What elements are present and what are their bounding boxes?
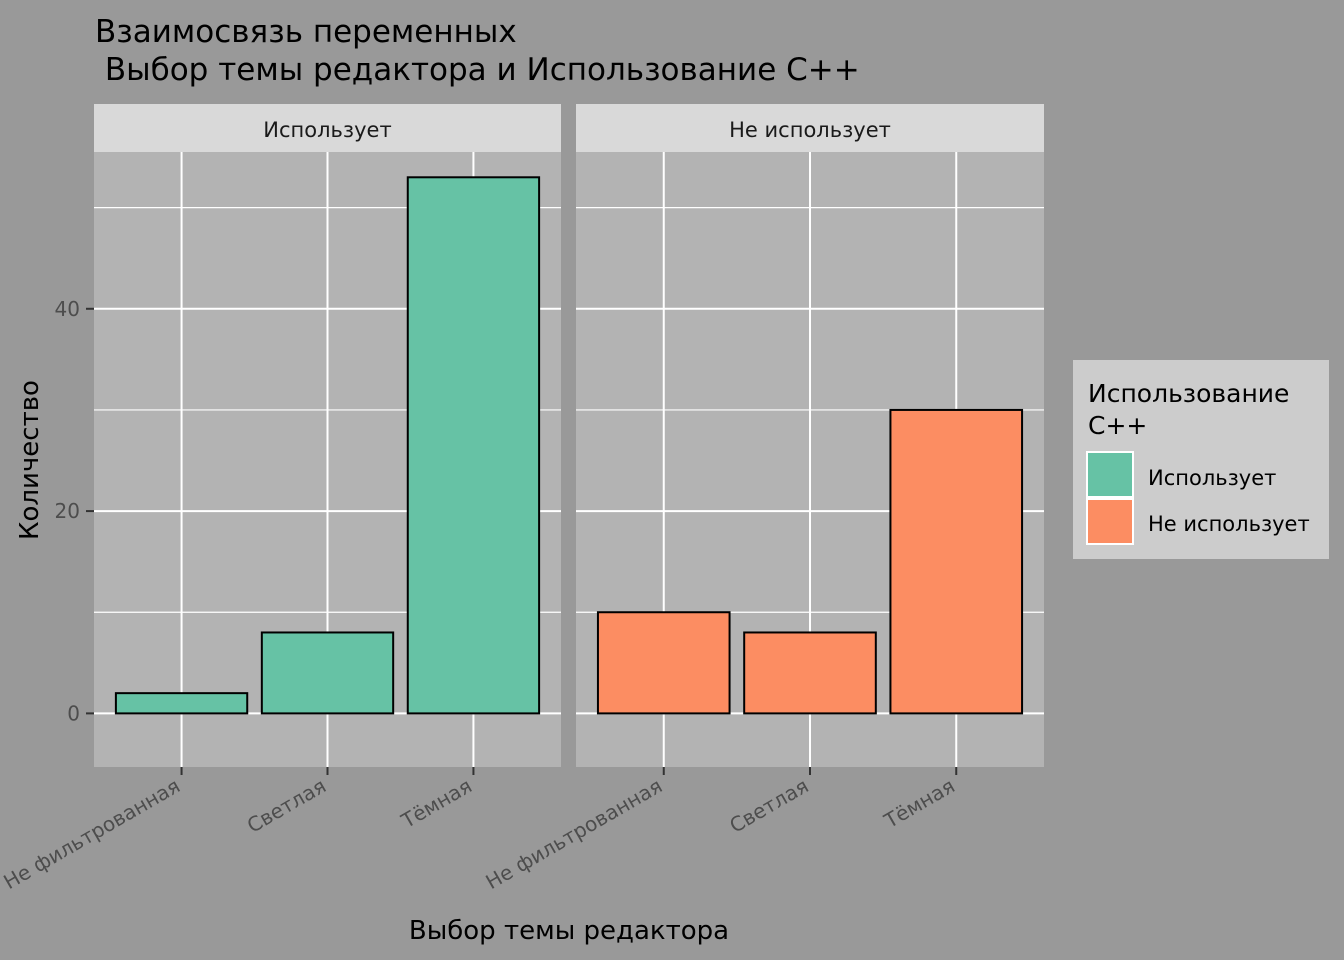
x-tick-label: Светлая bbox=[725, 774, 812, 838]
bar bbox=[596, 611, 731, 715]
y-tick-label: 40 bbox=[55, 297, 80, 321]
bar bbox=[743, 631, 877, 715]
x-tick-label: Не фильтрованная bbox=[0, 774, 184, 895]
facet-strip bbox=[94, 104, 561, 152]
legend-label-uses: Использует bbox=[1148, 466, 1276, 490]
x-tick-label: Тёмная bbox=[396, 774, 476, 834]
y-tick-label: 0 bbox=[67, 701, 80, 725]
legend-title-line1: Использование bbox=[1088, 379, 1289, 408]
legend: Использование C++ Использует Не использу… bbox=[1073, 360, 1329, 559]
chart-title-line1: Взаимосвязь переменных bbox=[95, 14, 517, 50]
x-tick-label: Тёмная bbox=[879, 774, 959, 834]
x-tick-label: Не фильтрованная bbox=[482, 774, 667, 895]
bar bbox=[260, 631, 395, 715]
bar bbox=[406, 176, 541, 715]
bar bbox=[889, 408, 1024, 715]
bar bbox=[114, 692, 249, 715]
legend-key-not-uses bbox=[1086, 498, 1134, 545]
legend-label-not-uses: Не использует bbox=[1148, 512, 1310, 536]
facet-strip-label: Не использует bbox=[729, 118, 891, 142]
legend-title-line2: C++ bbox=[1088, 411, 1147, 440]
facet-strip-label: Использует bbox=[263, 118, 391, 142]
y-tick-label: 20 bbox=[55, 499, 80, 523]
y-axis-title: Количество bbox=[15, 380, 45, 540]
facet-strip bbox=[576, 104, 1044, 152]
x-tick-label: Светлая bbox=[243, 774, 330, 838]
x-axis-title: Выбор темы редактора bbox=[409, 916, 729, 946]
legend-key-uses bbox=[1086, 451, 1134, 498]
chart-title-line2: Выбор темы редактора и Использование C++ bbox=[95, 52, 860, 88]
